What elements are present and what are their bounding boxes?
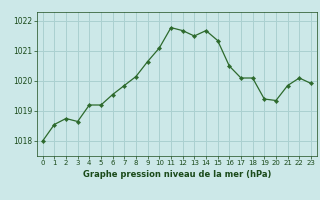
X-axis label: Graphe pression niveau de la mer (hPa): Graphe pression niveau de la mer (hPa) (83, 170, 271, 179)
